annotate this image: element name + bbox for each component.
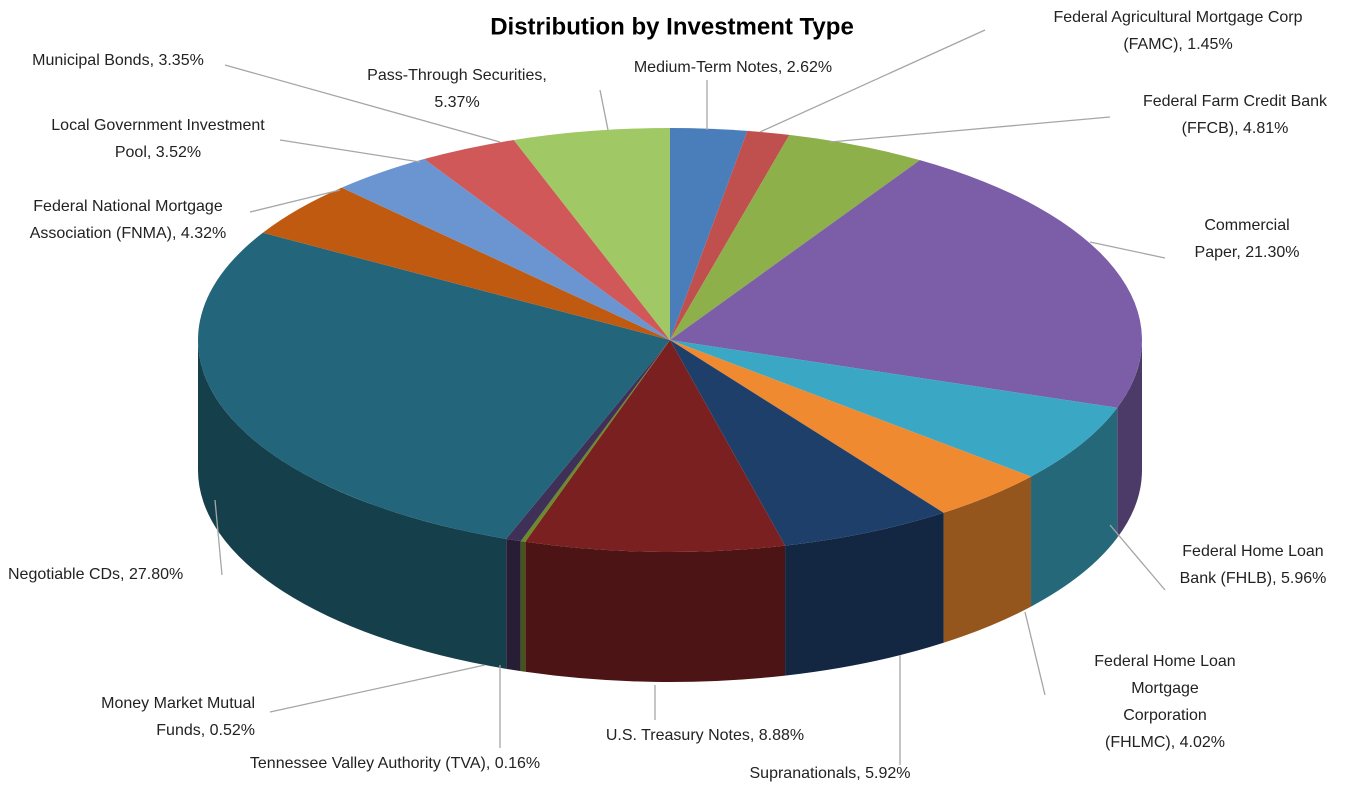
leader-line [214, 499, 223, 576]
data-label: Medium-Term Notes, 2.62% [634, 59, 832, 76]
data-label: Federal Agricultural Mortgage Corp [1053, 9, 1302, 26]
data-label: Bank (FHLB), 5.96% [1180, 570, 1327, 587]
slice [424, 139, 670, 340]
slice [262, 187, 670, 340]
data-label: Negotiable CDs, 27.80% [8, 566, 183, 583]
data-label: 5.37% [434, 94, 479, 111]
leader-line [829, 116, 1111, 143]
slice [670, 160, 1142, 408]
slice-side [943, 476, 1032, 643]
data-label: Federal Home Loan [1182, 543, 1323, 560]
slice [513, 128, 670, 340]
data-label: Federal Home Loan [1094, 653, 1235, 670]
slice-side [1117, 340, 1142, 538]
data-label: Mortgage [1131, 680, 1199, 697]
leader-line [1024, 611, 1046, 696]
data-label: Funds, 0.52% [156, 722, 255, 739]
data-label: Supranationals, 5.92% [750, 765, 911, 782]
slice [670, 134, 920, 340]
slice-side [198, 340, 507, 669]
data-label: Paper, 21.30% [1195, 244, 1300, 261]
slice [506, 340, 670, 542]
slice-side [1031, 407, 1118, 607]
pie-sides [198, 340, 1142, 682]
data-label: Money Market Mutual [101, 695, 255, 712]
slice-side [506, 538, 521, 672]
data-label: Pool, 3.52% [115, 144, 201, 161]
leader-line [1109, 524, 1166, 591]
chart-title: Distribution by Investment Type [490, 13, 854, 40]
slice [198, 232, 670, 539]
data-label: Commercial [1204, 217, 1289, 234]
data-label: Pass-Through Securities, [367, 67, 547, 84]
slice-side [525, 541, 786, 682]
leader-line [599, 89, 609, 131]
slice [341, 159, 670, 340]
slice-side [785, 512, 944, 676]
slice [520, 340, 670, 542]
data-label: Association (FNMA), 4.32% [30, 225, 227, 242]
leader-line [1089, 241, 1166, 259]
data-label: (FFCB), 4.81% [1182, 120, 1289, 137]
slice [670, 340, 1032, 513]
leader-line [759, 29, 986, 133]
leader-line [279, 139, 421, 163]
data-label: Corporation [1123, 707, 1207, 724]
slice [670, 130, 790, 340]
data-label: Municipal Bonds, 3.35% [32, 52, 204, 69]
data-label: (FAMC), 1.45% [1123, 36, 1232, 53]
leader-line [269, 664, 486, 713]
data-label: (FHLMC), 4.02% [1105, 734, 1225, 751]
leader-line [224, 64, 501, 143]
slice-side [520, 541, 526, 672]
data-label: Tennessee Valley Authority (TVA), 0.16% [250, 755, 540, 772]
data-label: Federal Farm Credit Bank [1143, 93, 1328, 110]
data-label: Federal National Mortgage [33, 198, 223, 215]
data-label: U.S. Treasury Notes, 8.88% [606, 727, 804, 744]
pie-tops [198, 128, 1142, 552]
data-label: Local Government Investment [51, 117, 265, 134]
slice [525, 340, 786, 552]
leader-line [249, 189, 341, 213]
slice [670, 340, 1118, 477]
slice [670, 128, 748, 340]
slice [670, 340, 944, 546]
